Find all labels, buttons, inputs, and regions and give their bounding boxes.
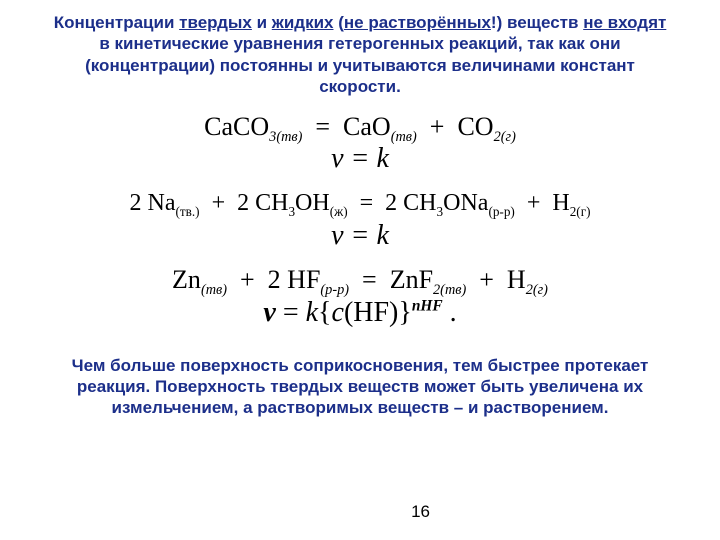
species: CaCO: [204, 112, 269, 141]
subscript: 2(г): [494, 129, 516, 145]
slide: Концентрации твердых и жидких (не раство…: [0, 0, 720, 540]
intro-underline-3: не растворённых: [344, 13, 491, 32]
rate-equation-2: v = k: [48, 221, 672, 252]
intro-text: в кинетические уравнения гетерогенных ре…: [85, 34, 635, 96]
outro-paragraph: Чем больше поверхность соприкосновения, …: [48, 355, 672, 419]
intro-underline-4: не входят: [583, 13, 666, 32]
species: CaO: [343, 112, 391, 141]
equations-block: CaCO3(тв) = CaO(тв) + CO2(г) v = k 2 Na(…: [48, 113, 672, 329]
subscript: (тв): [201, 282, 227, 298]
subscript: 2(тв): [433, 282, 466, 298]
subscript: 2(г): [570, 204, 591, 219]
species: CO: [457, 112, 493, 141]
rate-v: v: [263, 297, 275, 328]
equation-1: CaCO3(тв) = CaO(тв) + CO2(г): [48, 113, 672, 142]
species: 2 HF: [268, 265, 321, 294]
equation-3: Zn(тв) + 2 HF(р-р) = ZnF2(тв) + H2(г): [48, 266, 672, 295]
rate-exponent: nHF: [412, 298, 443, 315]
subscript: (р-р): [320, 282, 349, 298]
subscript: (ж): [330, 204, 348, 219]
species: 2 CH: [237, 190, 288, 216]
species: OH: [295, 190, 330, 216]
subscript: 2(г): [526, 282, 548, 298]
rate-dot: .: [443, 297, 457, 328]
intro-text: Концентрации: [54, 13, 179, 32]
rate-arg: (HF)}: [344, 297, 412, 328]
species: H: [507, 265, 526, 294]
rate-equation-3: v = k{c(HF)}nHF .: [48, 298, 672, 329]
species: ONa: [443, 190, 488, 216]
rate-k: k: [306, 297, 318, 328]
subscript: (тв.): [175, 204, 199, 219]
intro-underline-2: жидких: [272, 13, 334, 32]
page-number: 16: [411, 502, 430, 522]
rate-eq: =: [276, 297, 306, 328]
equation-2: 2 Na(тв.) + 2 CH3OH(ж) = 2 CH3ONa(р-р) +…: [48, 190, 672, 216]
subscript: (тв): [391, 129, 417, 145]
species: H: [552, 190, 569, 216]
intro-paragraph: Концентрации твердых и жидких (не раство…: [48, 12, 672, 97]
species: Zn: [172, 265, 201, 294]
subscript: 3(тв): [269, 129, 302, 145]
intro-text: (: [334, 13, 344, 32]
subscript: (р-р): [488, 204, 514, 219]
intro-underline-1: твердых: [179, 13, 252, 32]
species: 2 Na: [130, 190, 176, 216]
rate-c: c: [332, 297, 344, 328]
rate-open: {: [318, 297, 331, 328]
species: 2 CH: [385, 190, 436, 216]
rate-equation-1: v = k: [48, 144, 672, 175]
species: ZnF: [390, 265, 433, 294]
intro-text: и: [252, 13, 272, 32]
intro-text: !) веществ: [491, 13, 583, 32]
